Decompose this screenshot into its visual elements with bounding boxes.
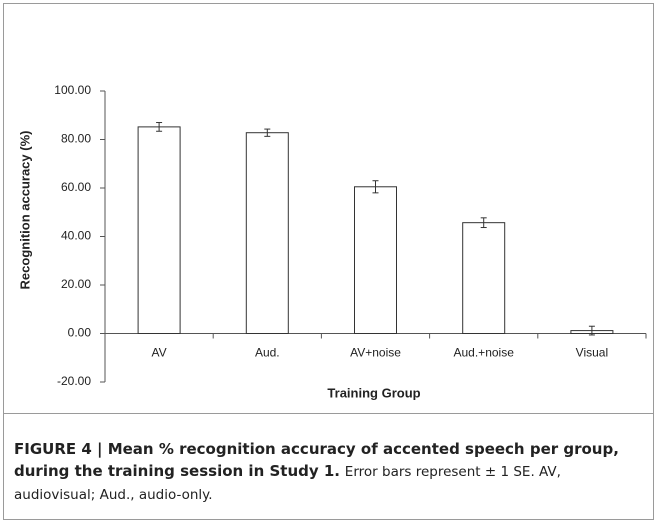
x-tick-label: Aud.+noise [454, 346, 515, 360]
y-tick-label: 60.00 [61, 180, 91, 194]
error-bar [588, 325, 595, 336]
error-bar [156, 122, 163, 132]
y-axis-label: Recognition accuracy (%) [17, 131, 32, 290]
y-tick-label: 40.00 [61, 229, 91, 243]
error-bar [480, 217, 487, 229]
error-bar [372, 180, 379, 194]
y-tick-label: 20.00 [61, 277, 91, 291]
y-tick-label: 100.00 [54, 83, 91, 97]
caption-text: Error bars represent ± 1 SE. AV, audiovi… [14, 464, 561, 503]
bar [137, 126, 181, 334]
bar [354, 186, 397, 334]
chart: Recognition accuracy (%) Training Group … [17, 83, 647, 400]
error-bar [264, 128, 271, 137]
y-tick-label: -20.00 [57, 374, 91, 388]
bar [462, 222, 506, 335]
x-axis-label: Training Group [327, 385, 420, 400]
caption-title: FIGURE 4 | Mean % recognition accuracy o… [14, 440, 619, 480]
figure: Recognition accuracy (%) Training Group … [3, 3, 654, 520]
x-tick-label: Visual [576, 346, 608, 360]
x-tick-label: AV [152, 346, 167, 360]
x-tick-label: Aud. [255, 346, 280, 360]
caption: FIGURE 4 | Mean % recognition accuracy o… [14, 438, 624, 506]
x-tick-label: AV+noise [350, 346, 401, 360]
y-tick-label: 0.00 [68, 326, 92, 340]
bar [245, 132, 289, 334]
separator [4, 413, 653, 414]
y-tick-label: 80.00 [61, 132, 91, 146]
